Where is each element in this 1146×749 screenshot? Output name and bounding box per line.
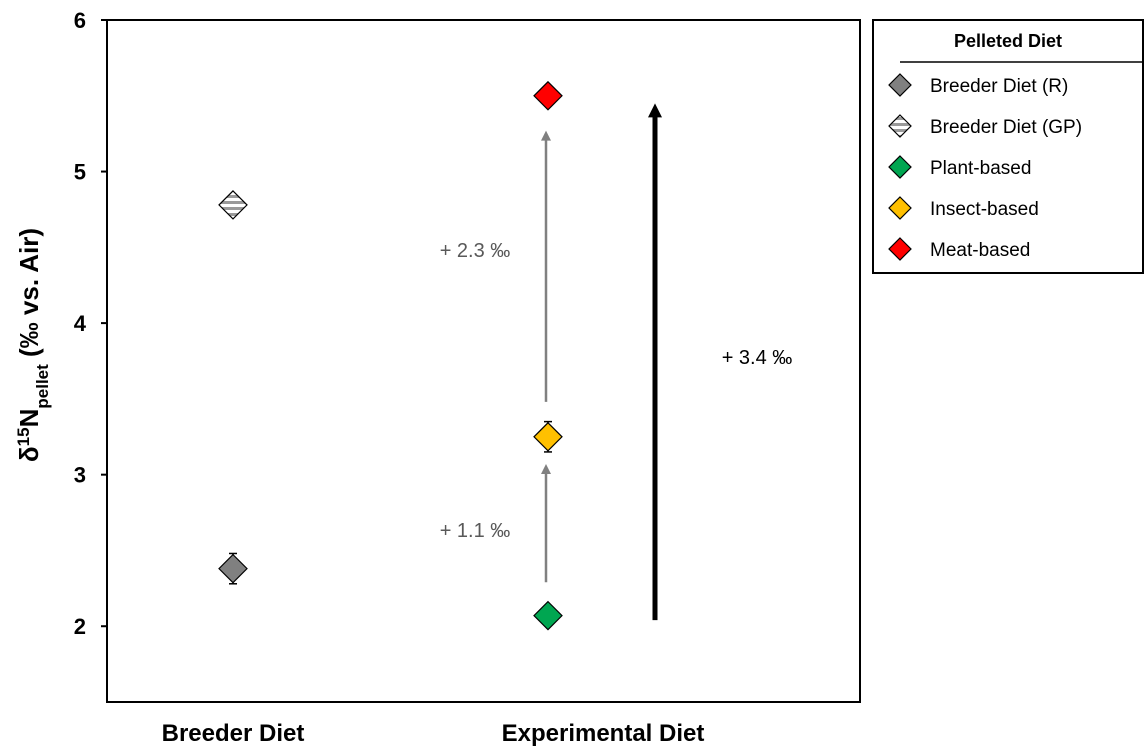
legend-marker xyxy=(888,114,912,138)
data-point xyxy=(533,80,563,111)
category-label-experimental: Experimental Diet xyxy=(502,720,705,747)
legend-item: Breeder Diet (R) xyxy=(888,73,1068,97)
diff-arrow-head xyxy=(541,130,551,141)
legend-box xyxy=(872,19,1144,274)
diamond-marker xyxy=(533,421,563,452)
legend-item: Plant-based xyxy=(888,155,1031,179)
data-point xyxy=(218,552,248,585)
legend: Pelleted Diet Breeder Diet (R) Breeder Di… xyxy=(872,19,1144,274)
plot-area xyxy=(106,19,861,703)
legend-marker xyxy=(888,196,912,220)
legend-marker xyxy=(888,237,912,261)
total-arrow-head xyxy=(648,103,662,118)
y-tick-label: 2 xyxy=(74,614,86,639)
legend-label: Meat-based xyxy=(930,240,1030,261)
legend-marker xyxy=(888,155,912,179)
y-tick-label: 6 xyxy=(74,8,86,33)
legend-marker xyxy=(888,73,912,97)
data-point xyxy=(218,190,248,220)
legend-item: Meat-based xyxy=(888,237,1030,261)
y-tick-label: 3 xyxy=(74,463,86,488)
legend-label: Breeder Diet (R) xyxy=(930,76,1068,97)
legend-label: Breeder Diet (GP) xyxy=(930,117,1082,138)
y-tick-label: 4 xyxy=(74,311,87,336)
difference-arrows: + 1.1 ‰ + 2.3 ‰ + 3.4 ‰ xyxy=(440,103,793,621)
category-label-breeder: Breeder Diet xyxy=(162,720,305,747)
data-points xyxy=(218,80,563,631)
diff-label: + 1.1 ‰ xyxy=(440,520,511,542)
legend-item: Insect-based xyxy=(888,196,1039,220)
legend-label: Insect-based xyxy=(930,199,1039,220)
y-axis-label: δ15Npellet (‰ vs. Air) xyxy=(14,228,52,462)
diamond-marker xyxy=(218,190,248,220)
legend-item: Breeder Diet (GP) xyxy=(888,114,1082,138)
data-point xyxy=(533,420,563,453)
y-axis-ticks: 2 3 4 5 6 xyxy=(74,8,107,639)
y-tick-label: 5 xyxy=(74,160,86,185)
legend-label: Plant-based xyxy=(930,158,1031,179)
diff-label: + 3.4 ‰ xyxy=(722,347,793,369)
diamond-marker xyxy=(218,553,248,584)
diamond-marker xyxy=(533,600,563,631)
legend-title: Pelleted Diet xyxy=(954,31,1062,51)
diamond-marker xyxy=(533,80,563,111)
data-point xyxy=(533,600,563,631)
diff-arrow-head xyxy=(541,464,551,475)
diff-label: + 2.3 ‰ xyxy=(440,240,511,262)
